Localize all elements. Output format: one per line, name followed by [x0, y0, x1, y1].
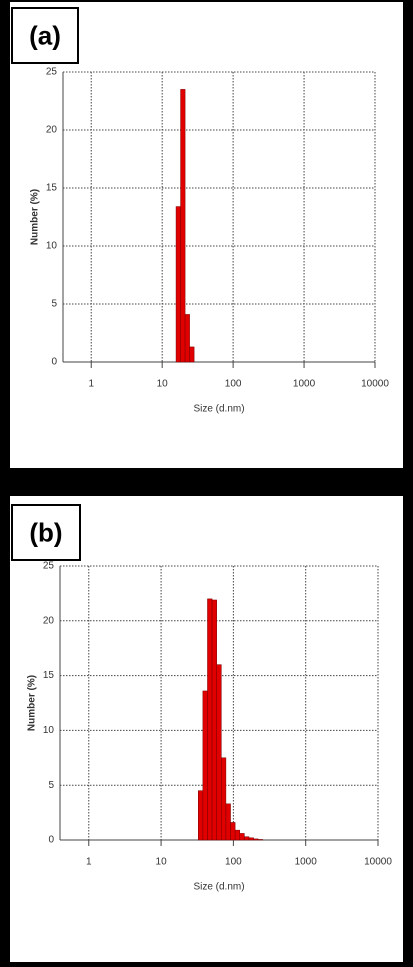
y-axis-label: Number (%): [30, 189, 41, 245]
y-tick-label: 20: [46, 125, 58, 136]
x-tick-label: 10000: [364, 857, 392, 868]
panel-title: (a): [29, 20, 61, 50]
bar: [239, 833, 245, 841]
x-tick-label: 10: [157, 379, 169, 390]
panel-title: (b): [29, 517, 62, 547]
y-tick-label: 0: [51, 357, 57, 368]
x-tick-label: 1000: [293, 379, 316, 390]
bar: [207, 598, 213, 841]
bar: [184, 314, 190, 363]
x-tick-label: 1: [86, 857, 92, 868]
bar: [234, 829, 240, 841]
y-tick-label: 20: [43, 615, 55, 626]
x-tick-label: 10000: [361, 379, 389, 390]
x-tick-label: 100: [225, 379, 242, 390]
bar: [248, 837, 254, 841]
y-tick-label: 0: [48, 835, 54, 846]
y-tick-label: 15: [43, 670, 55, 681]
y-tick-label: 15: [46, 183, 58, 194]
bar: [202, 690, 208, 841]
y-axis-label: Number (%): [27, 675, 38, 731]
title-box: [11, 504, 81, 561]
y-tick-label: 5: [51, 299, 57, 310]
bar: [175, 206, 181, 363]
bar: [244, 836, 250, 841]
x-tick-label: 1: [88, 379, 94, 390]
bar: [225, 803, 231, 841]
panel-a: [10, 2, 403, 468]
bar: [253, 838, 259, 841]
y-tick-label: 10: [43, 725, 55, 736]
bar: [189, 346, 195, 363]
x-axis-label: Size (d.nm): [193, 882, 244, 893]
bar: [221, 757, 227, 841]
bar: [211, 599, 217, 841]
title-box: [11, 7, 79, 64]
x-axis-label: Size (d.nm): [193, 404, 244, 415]
y-tick-label: 5: [48, 780, 54, 791]
bar: [216, 664, 222, 841]
bar: [198, 790, 204, 841]
y-tick-label: 25: [46, 67, 58, 78]
bar: [257, 839, 264, 841]
y-tick-label: 10: [46, 241, 58, 252]
bar: [230, 822, 236, 841]
x-tick-label: 10: [156, 857, 168, 868]
y-tick-label: 25: [43, 561, 55, 572]
bar: [180, 89, 186, 363]
x-tick-label: 1000: [295, 857, 318, 868]
x-tick-label: 100: [225, 857, 242, 868]
